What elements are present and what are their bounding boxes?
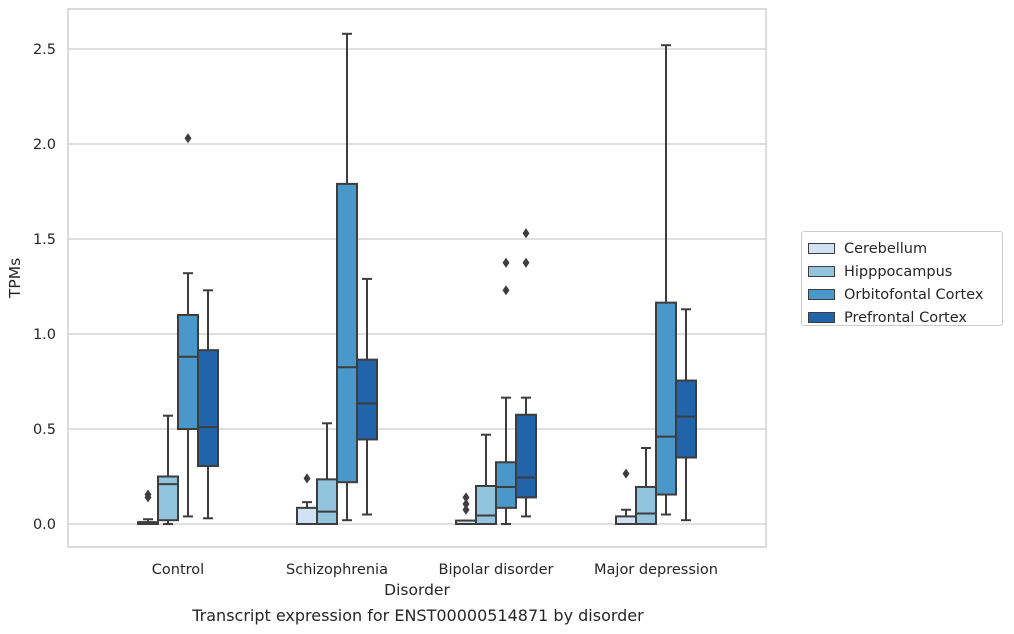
box-body <box>336 182 358 484</box>
box <box>296 473 318 526</box>
y-tick-label: 1.0 <box>33 327 56 343</box>
box-body <box>177 314 199 430</box>
outlier-point <box>303 473 311 484</box>
box <box>635 447 657 526</box>
outlier-point <box>522 257 530 268</box>
x-axis-label: Disorder <box>384 581 450 599</box>
box-body <box>316 478 338 526</box>
box-body <box>675 379 697 459</box>
box-body <box>356 358 378 441</box>
legend: Cerebellum Hipppocampus Orbitofontal Cor… <box>801 231 1003 326</box>
x-tick-labels: Control Schizophrenia Bipolar disorder Majo… <box>152 562 718 578</box>
outlier-point <box>184 133 192 144</box>
legend-label-orbitofrontal: Orbitofontal Cortex <box>844 286 984 303</box>
y-tick-label: 1.5 <box>33 232 56 248</box>
y-tick-label: 2.0 <box>33 137 56 153</box>
box <box>495 257 517 525</box>
y-axis-label: TPMs <box>6 258 24 299</box>
box <box>615 468 637 526</box>
legend-label-cerebellum: Cerebellum <box>844 240 928 257</box>
box <box>137 489 159 525</box>
box <box>197 289 219 520</box>
outlier-point <box>462 492 470 503</box>
y-tick-label: 0.5 <box>33 422 56 438</box>
box <box>316 422 338 526</box>
x-tick-label: Schizophrenia <box>286 562 388 578</box>
box-body <box>635 485 657 526</box>
plot-frame <box>67 8 767 548</box>
box <box>655 44 677 516</box>
box-body <box>655 301 677 496</box>
x-tick-label: Major depression <box>594 562 718 578</box>
outlier-point <box>144 489 152 500</box>
legend-swatch-prefrontal <box>808 312 835 323</box>
legend-swatch-orbitofrontal <box>808 289 835 300</box>
boxes <box>137 32 697 526</box>
box <box>675 308 697 522</box>
legend-item-cerebellum: Cerebellum <box>808 237 1002 260</box>
y-tick-label: 2.5 <box>33 42 56 58</box>
box <box>475 433 497 525</box>
box-body <box>197 349 219 468</box>
outlier-point <box>462 504 470 515</box>
outlier-point <box>502 257 510 268</box>
legend-item-hippocampus: Hipppocampus <box>808 260 1002 283</box>
outlier-point <box>502 285 510 296</box>
y-tick-label: 0.0 <box>33 517 56 533</box>
outlier-point <box>622 468 630 479</box>
box <box>356 277 378 516</box>
box-body <box>296 506 318 526</box>
x-tick-label: Control <box>152 562 204 578</box>
box <box>515 228 537 518</box>
legend-item-orbitofrontal: Orbitofontal Cortex <box>808 283 1002 306</box>
legend-item-prefrontal: Prefrontal Cortex <box>808 306 1002 329</box>
outlier-point <box>462 499 470 510</box>
box-body <box>515 413 537 499</box>
outlier-point <box>522 228 530 239</box>
legend-label-hippocampus: Hipppocampus <box>844 263 953 280</box>
legend-swatch-hippocampus <box>808 266 835 277</box>
box-body <box>475 485 497 525</box>
x-tick-label: Bipolar disorder <box>439 562 554 578</box>
box-body <box>615 515 637 526</box>
box-body <box>495 461 517 509</box>
box <box>177 133 199 518</box>
y-tick-labels: 0.0 0.5 1.0 1.5 2.0 2.5 <box>33 42 56 533</box>
figure-caption: Transcript expression for ENST0000051487… <box>192 606 644 625</box>
box-body <box>157 475 179 522</box>
legend-swatch-cerebellum <box>808 243 835 254</box>
box <box>157 414 179 525</box>
box <box>455 492 477 526</box>
box <box>336 32 358 522</box>
legend-label-prefrontal: Prefrontal Cortex <box>844 309 967 326</box>
